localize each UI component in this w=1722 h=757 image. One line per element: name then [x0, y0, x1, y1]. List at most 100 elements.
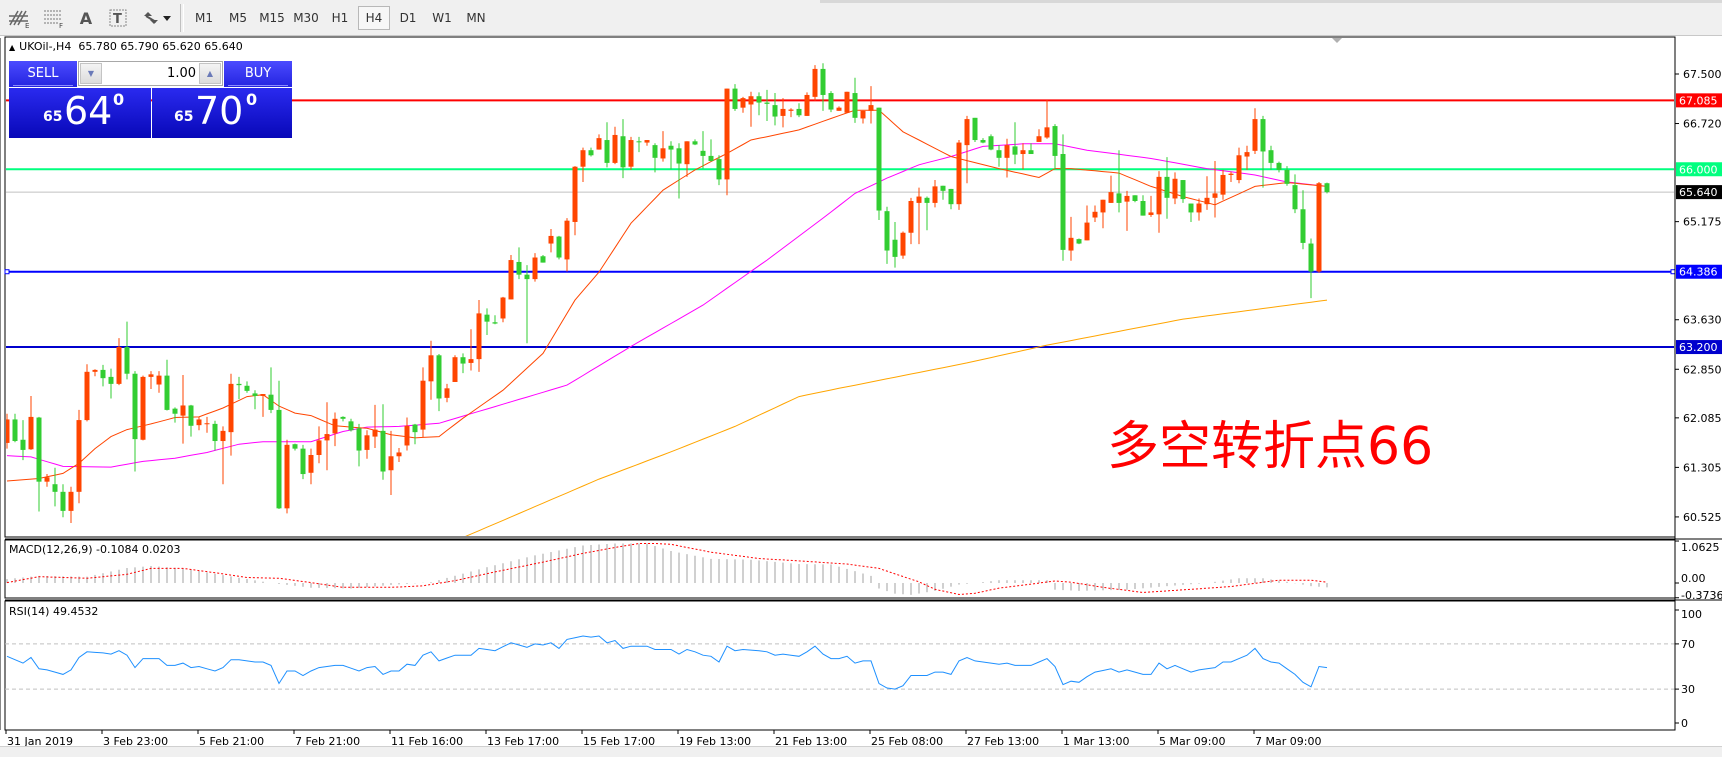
- candle-body-bull: [68, 491, 74, 511]
- candle: [772, 93, 778, 126]
- timeframe-mn-button[interactable]: MN: [466, 11, 486, 25]
- sell-button[interactable]: SELL: [9, 61, 77, 87]
- candle: [1100, 199, 1106, 229]
- candle-body-bull: [396, 452, 402, 457]
- candle-body-bear: [36, 417, 42, 482]
- candle-body-bull: [1228, 173, 1234, 175]
- time-axis-label: 11 Feb 16:00: [391, 735, 463, 748]
- candle-body-bull: [780, 108, 786, 116]
- candle: [628, 136, 634, 170]
- candle: [860, 110, 866, 124]
- candle-body-bear: [164, 375, 170, 410]
- timeframe-h4-button[interactable]: H4: [358, 6, 390, 30]
- candle-body-bull: [908, 201, 914, 233]
- candle: [52, 467, 58, 507]
- candle: [900, 231, 906, 259]
- candle: [1180, 180, 1186, 203]
- one-click-trading-panel: SELL ▼ ▲ BUY 65 64 0 65 70 0: [9, 61, 292, 138]
- candle: [868, 86, 874, 124]
- candle: [1036, 129, 1042, 142]
- timeframe-m1-button[interactable]: M1: [195, 11, 213, 25]
- candle: [524, 265, 530, 344]
- candle: [412, 423, 418, 445]
- candle: [788, 108, 794, 118]
- buy-price-prefix: 65: [174, 109, 194, 125]
- macd-signal-line: [6, 543, 1328, 596]
- candle-body-bull: [1220, 174, 1226, 195]
- candle: [172, 407, 178, 423]
- candle: [1308, 238, 1314, 299]
- timeframe-m5-button[interactable]: M5: [229, 11, 247, 25]
- arrows-dropdown-icon[interactable]: [138, 6, 174, 30]
- sell-price-box[interactable]: 65 64 0: [9, 88, 151, 138]
- candle-body-bull: [444, 388, 450, 398]
- candle: [476, 300, 482, 372]
- fibonacci-fan-icon[interactable]: F: [40, 6, 68, 30]
- candle: [956, 140, 962, 210]
- candle: [948, 188, 954, 210]
- candle: [828, 91, 834, 113]
- time-axis-label: 25 Feb 08:00: [871, 735, 943, 748]
- candle: [716, 155, 722, 186]
- time-axis-label: 21 Feb 13:00: [775, 735, 847, 748]
- candle-body-bear: [972, 117, 978, 141]
- timeframe-m15-button[interactable]: M15: [259, 11, 285, 25]
- candle-body-bear: [772, 105, 778, 117]
- candle: [348, 418, 354, 432]
- candle: [1156, 171, 1162, 233]
- candle: [44, 474, 50, 487]
- candle-body-bear: [1324, 183, 1330, 193]
- timeframe-m30-button[interactable]: M30: [293, 11, 319, 25]
- candle-body-bear: [268, 394, 274, 410]
- timeframe-d1-button[interactable]: D1: [399, 11, 417, 25]
- candle-body-bear: [436, 355, 442, 399]
- price-tag-label: 65.640: [1679, 186, 1718, 199]
- candle: [1244, 145, 1250, 170]
- candle: [500, 296, 506, 323]
- timeframe-w1-button[interactable]: W1: [432, 11, 452, 25]
- text-label-icon[interactable]: T: [104, 6, 132, 30]
- candle-body-bull: [260, 394, 266, 396]
- svg-text:E: E: [25, 22, 29, 29]
- candle-body-bear: [1164, 176, 1170, 198]
- lot-size-input[interactable]: [104, 64, 196, 83]
- collapse-triangle-icon[interactable]: ▲: [9, 43, 16, 52]
- candle: [892, 221, 898, 268]
- time-axis-label: 19 Feb 13:00: [679, 735, 751, 748]
- candle-body-bull: [204, 423, 210, 425]
- price-tag-66.000: [1676, 162, 1722, 177]
- candle-body-bull: [364, 435, 370, 450]
- price-tag-label: 67.085: [1679, 94, 1718, 107]
- candle: [924, 196, 930, 231]
- candle: [932, 180, 938, 208]
- text-icon[interactable]: A: [72, 6, 100, 30]
- candle-body-bull: [468, 359, 474, 363]
- buy-price-big: 70: [195, 89, 244, 133]
- candle: [740, 96, 746, 113]
- candle: [1020, 143, 1026, 170]
- price-axis-label: 67.500: [1683, 68, 1722, 81]
- buy-price-box[interactable]: 65 70 0: [152, 88, 292, 138]
- timeframe-h1-button[interactable]: H1: [331, 11, 349, 25]
- candle-body-bear: [212, 423, 218, 442]
- candle-body-bear: [252, 393, 258, 396]
- buy-button[interactable]: BUY: [224, 61, 292, 87]
- candle-body-bull: [1212, 193, 1218, 198]
- candle: [796, 103, 802, 118]
- candle-body-bull: [916, 196, 922, 203]
- candle: [1300, 190, 1306, 250]
- candle: [92, 369, 98, 377]
- time-axis-label: 15 Feb 17:00: [583, 735, 655, 748]
- lot-decrease-button[interactable]: ▼: [80, 63, 102, 84]
- svg-text:F: F: [59, 22, 63, 29]
- candle-body-bull: [1092, 211, 1098, 218]
- fibonacci-expansion-icon[interactable]: E: [6, 6, 34, 30]
- candle-body-bear: [700, 150, 706, 156]
- rsi-axis-label: 100: [1681, 608, 1702, 621]
- candle: [388, 430, 394, 496]
- candle: [1044, 100, 1050, 139]
- candle-body-bull: [140, 376, 146, 440]
- lot-increase-button[interactable]: ▲: [199, 63, 221, 84]
- candle-body-bear: [356, 428, 362, 451]
- candle: [276, 380, 282, 509]
